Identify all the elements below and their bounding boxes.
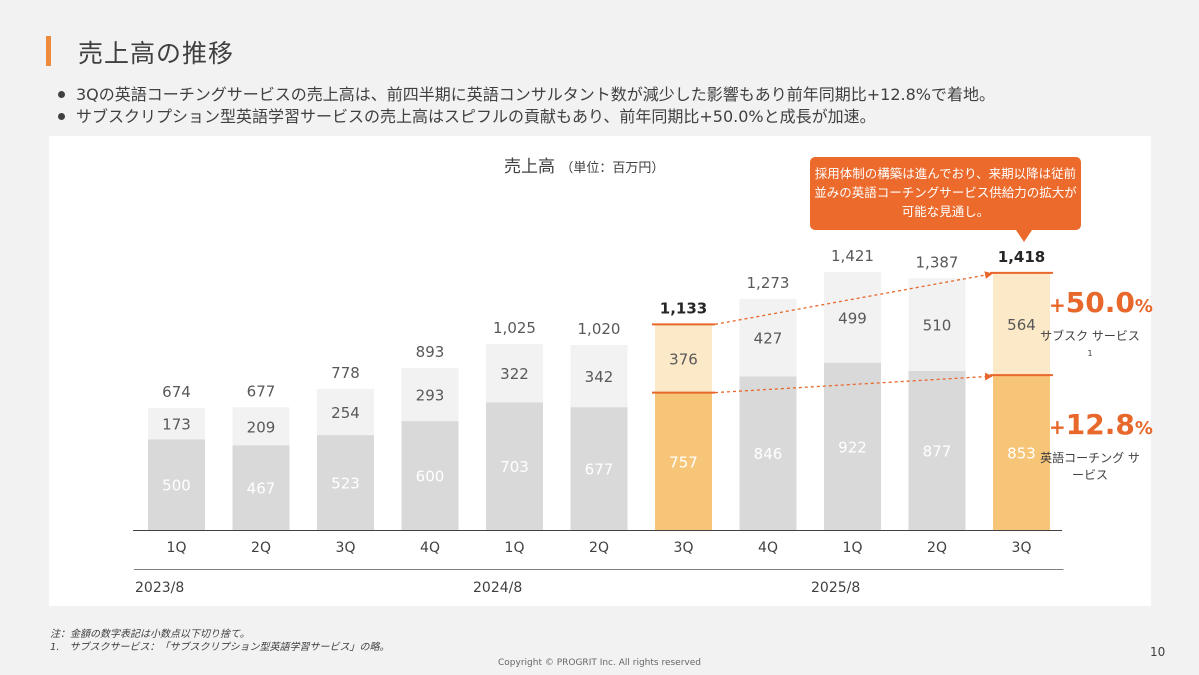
- chart-title: 売上高 （単位：百万円）: [504, 152, 664, 177]
- label-total-10: 1,418: [998, 248, 1045, 266]
- tick-label-3: 4Q: [420, 540, 440, 556]
- bar-coaching-10: [993, 375, 1050, 530]
- bar-coaching-4: [486, 402, 543, 530]
- page-number: 10: [1150, 645, 1166, 659]
- coaching-growth-plus: +: [1049, 415, 1066, 439]
- subsc-growth-plus: +: [1049, 293, 1066, 317]
- subsc-series-name: サブスク サービス: [1040, 329, 1140, 343]
- label-subsc-0: 173: [162, 416, 191, 434]
- tick-label-7: 4Q: [758, 540, 778, 556]
- label-subsc-5: 342: [585, 368, 614, 386]
- bullet-coaching: 3Qの英語コーチングサービスの売上高は、前四半期に英語コンサルタント数が減少した…: [58, 84, 995, 106]
- label-coaching-0: 500: [162, 477, 191, 495]
- title-accent-bar: [46, 36, 51, 66]
- label-total-6: 1,133: [660, 299, 707, 317]
- label-coaching-8: 922: [838, 438, 867, 456]
- coaching-series-label: 英語コーチング サービス: [1040, 451, 1140, 482]
- bar-coaching-1: [232, 445, 290, 530]
- label-total-5: 1,020: [578, 320, 621, 338]
- bar-coaching-7: [739, 376, 797, 530]
- bar-subsc-3: [401, 367, 459, 422]
- tick-label-8: 1Q: [843, 540, 863, 556]
- label-coaching-7: 846: [754, 445, 783, 463]
- coaching-growth-value: 12.8: [1065, 408, 1135, 441]
- label-coaching-1: 467: [247, 480, 276, 498]
- label-subsc-3: 293: [416, 387, 445, 405]
- page-title: 売上高の推移: [78, 39, 235, 68]
- tick-label-5: 2Q: [589, 540, 609, 556]
- subsc-footnote-mark: 1: [1087, 349, 1093, 358]
- group-label-0: 2023/8: [135, 580, 184, 596]
- tick-label-0: 1Q: [167, 540, 187, 556]
- label-coaching-2: 523: [331, 475, 360, 493]
- bullet-subscription: サブスクリプション型英語学習サービスの売上高はスピフルの貢献もあり、前年同期比+…: [58, 106, 995, 128]
- bar-subsc-9: [908, 278, 966, 371]
- tick-label-1: 2Q: [251, 540, 271, 556]
- chart-title-text: 売上高: [504, 157, 555, 177]
- label-coaching-9: 877: [923, 442, 952, 460]
- label-coaching-5: 677: [585, 461, 614, 479]
- label-subsc-2: 254: [331, 404, 360, 422]
- label-coaching-4: 703: [500, 458, 529, 476]
- subsc-growth-pct: %: [1134, 296, 1153, 317]
- subsc-growth-value: 50.0: [1065, 286, 1135, 319]
- copyright: Copyright © PROGRIT Inc. All rights rese…: [498, 658, 701, 668]
- bar-subsc-2: [317, 388, 374, 436]
- bar-subsc-0: [148, 407, 205, 440]
- label-coaching-10: 853: [1007, 445, 1036, 463]
- callout-text: 採用体制の構築は進んでおり、来期以降は従前並みの英語コーチングサービス供給力の拡…: [814, 166, 1077, 219]
- label-total-0: 674: [162, 383, 191, 401]
- subsc-series-label: サブスク サービス 1: [1040, 328, 1140, 366]
- bar-coaching-6: [655, 392, 712, 530]
- group-label-2: 2025/8: [811, 580, 860, 596]
- tick-label-9: 2Q: [927, 540, 947, 556]
- label-coaching-6: 757: [669, 453, 698, 471]
- label-subsc-10: 564: [1007, 316, 1036, 334]
- label-total-8: 1,421: [831, 247, 874, 265]
- label-total-1: 677: [247, 382, 276, 400]
- label-subsc-8: 499: [838, 309, 867, 327]
- bar-subsc-8: [824, 272, 881, 363]
- label-total-4: 1,025: [493, 319, 536, 337]
- label-subsc-1: 209: [247, 418, 276, 436]
- footnote-rounding: 注：金額の数字表記は小数点以下切り捨て。: [50, 629, 250, 640]
- group-label-1: 2024/8: [473, 580, 522, 596]
- label-total-9: 1,387: [916, 253, 959, 271]
- label-total-3: 893: [416, 343, 445, 361]
- tick-label-2: 3Q: [336, 540, 356, 556]
- bar-subsc-1: [232, 407, 290, 446]
- bar-subsc-10: [993, 272, 1050, 376]
- bar-coaching-3: [401, 421, 459, 530]
- callout-box: 採用体制の構築は進んでおり、来期以降は従前並みの英語コーチングサービス供給力の拡…: [810, 157, 1081, 242]
- footnotes: 注：金額の数字表記は小数点以下切り捨て。 1. サブスクサービス：「サブスクリプ…: [50, 628, 390, 654]
- label-total-7: 1,273: [747, 274, 790, 292]
- bar-coaching-8: [824, 362, 881, 530]
- tick-label-6: 3Q: [674, 540, 694, 556]
- bar-subsc-6: [655, 324, 712, 393]
- coaching-growth-label: +12.8%: [1049, 408, 1153, 441]
- summary-bullets: 3Qの英語コーチングサービスの売上高は、前四半期に英語コンサルタント数が減少した…: [58, 84, 995, 128]
- label-coaching-3: 600: [416, 468, 445, 486]
- label-subsc-4: 322: [500, 365, 529, 383]
- bar-coaching-5: [570, 407, 628, 530]
- tick-label-4: 1Q: [505, 540, 525, 556]
- label-subsc-7: 427: [754, 330, 783, 348]
- bar-coaching-2: [317, 435, 374, 530]
- growth-arrow-subsc: [714, 271, 993, 325]
- label-subsc-9: 510: [923, 317, 952, 335]
- growth-arrow-coaching: [714, 372, 993, 394]
- label-subsc-6: 376: [669, 350, 698, 368]
- label-total-2: 778: [331, 364, 360, 382]
- subsc-growth-label: +50.0%: [1049, 286, 1153, 319]
- bar-subsc-5: [570, 345, 628, 408]
- bar-coaching-9: [908, 370, 966, 530]
- bar-coaching-0: [148, 439, 205, 530]
- chart-unit: （単位：百万円）: [560, 161, 665, 176]
- bar-subsc-4: [486, 343, 543, 403]
- coaching-growth-pct: %: [1134, 418, 1153, 439]
- footnote-subsc: 1. サブスクサービス：「サブスクリプション型英語学習サービス」の略。: [50, 642, 390, 653]
- tick-label-10: 3Q: [1012, 540, 1032, 556]
